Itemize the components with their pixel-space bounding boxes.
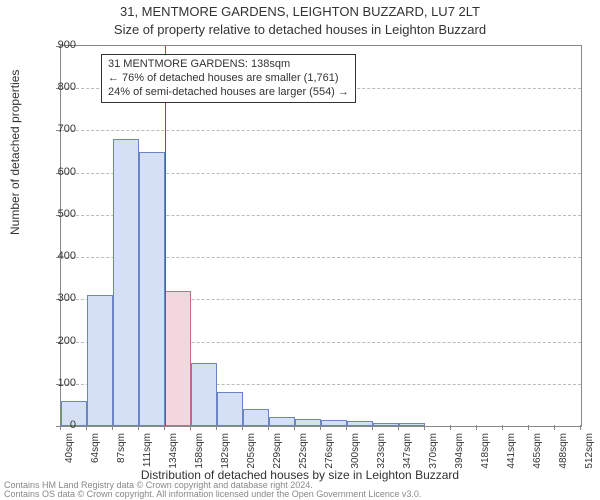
xtick-label: 394sqm (454, 433, 465, 477)
ytick-label: 400 (46, 250, 76, 262)
xtick-mark (580, 425, 581, 430)
page-title: 31, MENTMORE GARDENS, LEIGHTON BUZZARD, … (0, 4, 600, 19)
page-subtitle: Size of property relative to detached ho… (0, 22, 600, 37)
bar (347, 421, 373, 426)
bar (269, 417, 295, 426)
ytick-label: 100 (46, 377, 76, 389)
annotation-line2: ← 76% of detached houses are smaller (1,… (108, 72, 349, 86)
xtick-label: 229sqm (272, 433, 283, 477)
xtick-mark (86, 425, 87, 430)
xtick-label: 111sqm (142, 433, 153, 477)
xtick-mark (372, 425, 373, 430)
xtick-label: 64sqm (90, 433, 101, 477)
xtick-mark (190, 425, 191, 430)
xtick-mark (346, 425, 347, 430)
bar (321, 420, 347, 426)
xtick-label: 347sqm (402, 433, 413, 477)
y-axis-label: Number of detached properties (8, 70, 22, 235)
xtick-mark (528, 425, 529, 430)
annotation-line1: 31 MENTMORE GARDENS: 138sqm (108, 58, 349, 72)
annotation-line3: 24% of semi-detached houses are larger (… (108, 86, 349, 100)
footer-attribution: Contains HM Land Registry data © Crown c… (4, 481, 421, 499)
xtick-label: 370sqm (428, 433, 439, 477)
xtick-label: 276sqm (324, 433, 335, 477)
bar (191, 363, 217, 426)
xtick-label: 182sqm (220, 433, 231, 477)
gridline (61, 130, 581, 131)
xtick-label: 158sqm (194, 433, 205, 477)
ytick-label: 300 (46, 292, 76, 304)
ytick-label: 0 (46, 419, 76, 431)
ytick-label: 900 (46, 39, 76, 51)
bar (217, 392, 243, 426)
xtick-mark (164, 425, 165, 430)
xtick-mark (60, 425, 61, 430)
xtick-label: 40sqm (64, 433, 75, 477)
chart-container: 31, MENTMORE GARDENS, LEIGHTON BUZZARD, … (0, 0, 600, 500)
ytick-label: 500 (46, 208, 76, 220)
xtick-label: 205sqm (246, 433, 257, 477)
chart-area: 31 MENTMORE GARDENS: 138sqm ← 76% of det… (60, 45, 582, 427)
xtick-mark (216, 425, 217, 430)
xtick-label: 441sqm (506, 433, 517, 477)
ytick-label: 600 (46, 166, 76, 178)
xtick-mark (268, 425, 269, 430)
xtick-mark (242, 425, 243, 430)
bar (295, 419, 321, 426)
xtick-label: 323sqm (376, 433, 387, 477)
xtick-mark (554, 425, 555, 430)
xtick-mark (476, 425, 477, 430)
bar (399, 423, 425, 426)
ytick-label: 700 (46, 123, 76, 135)
bar (87, 295, 113, 426)
ytick-label: 200 (46, 335, 76, 347)
xtick-label: 134sqm (168, 433, 179, 477)
xtick-mark (294, 425, 295, 430)
xtick-label: 300sqm (350, 433, 361, 477)
footer-line2: Contains OS data © Crown copyright. All … (4, 489, 421, 499)
xtick-label: 418sqm (480, 433, 491, 477)
xtick-mark (502, 425, 503, 430)
highlight-bar (165, 291, 191, 426)
xtick-mark (112, 425, 113, 430)
xtick-mark (424, 425, 425, 430)
bar (139, 152, 165, 426)
bar (373, 423, 399, 426)
xtick-label: 87sqm (116, 433, 127, 477)
bar (243, 409, 269, 426)
xtick-mark (320, 425, 321, 430)
bar (113, 139, 139, 426)
annotation-box: 31 MENTMORE GARDENS: 138sqm ← 76% of det… (101, 54, 356, 103)
xtick-label: 488sqm (558, 433, 569, 477)
xtick-mark (398, 425, 399, 430)
xtick-label: 512sqm (584, 433, 595, 477)
xtick-mark (138, 425, 139, 430)
xtick-label: 252sqm (298, 433, 309, 477)
xtick-label: 465sqm (532, 433, 543, 477)
xtick-mark (450, 425, 451, 430)
ytick-label: 800 (46, 81, 76, 93)
